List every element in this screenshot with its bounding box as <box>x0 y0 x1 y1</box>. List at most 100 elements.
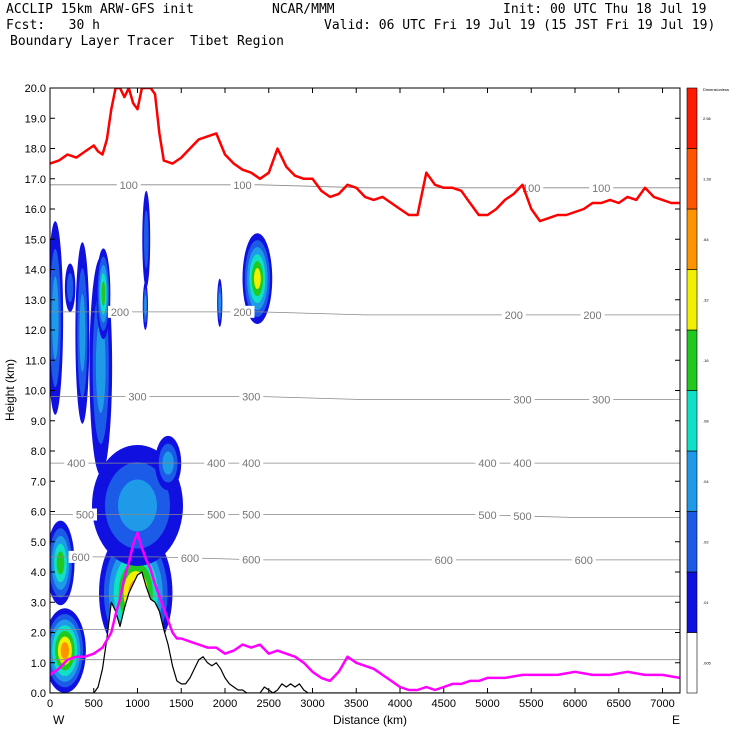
contour-label-bg <box>73 508 97 521</box>
contour-label-100: 100 <box>522 183 540 195</box>
contour-label-600: 600 <box>71 552 89 564</box>
contour-label-bg <box>239 390 264 403</box>
contour-label-bg <box>230 178 255 191</box>
tracer-blob-11-level-2 <box>143 210 149 269</box>
contour-label-400: 400 <box>242 458 260 470</box>
y-tick-label: 13.0 <box>25 295 46 307</box>
x-tick-label: 3000 <box>300 698 324 710</box>
pressure-contour-500 <box>50 514 680 518</box>
diagnostic-lines <box>50 88 680 693</box>
terrain-line <box>50 571 680 693</box>
contour-label-bg <box>589 393 614 406</box>
tracer-blob-3-level-3 <box>118 479 157 532</box>
colorbar-swatch <box>686 208 698 270</box>
tropopause-line <box>50 88 680 223</box>
contour-label-100: 100 <box>120 180 138 192</box>
contour-label-bg <box>475 457 500 470</box>
terrain-fill <box>50 572 680 693</box>
tracer-blob-9-level-3 <box>79 294 86 372</box>
tracer-blob-6-level-5 <box>101 281 106 307</box>
contour-label-bg <box>510 457 535 470</box>
pressure-contour-300 <box>50 396 680 400</box>
colorbar-swatch <box>686 511 698 573</box>
contour-label-bg <box>571 553 596 566</box>
y-tick-label: 8.0 <box>31 446 46 458</box>
y-tick-label: 18.0 <box>25 144 46 156</box>
boundary-layer-line <box>50 531 680 692</box>
colorbar-swatch <box>686 87 698 149</box>
contour-label-bg <box>239 457 264 470</box>
contour-label-200: 200 <box>111 307 129 319</box>
y-tick-label: 7.0 <box>31 476 46 488</box>
contour-label-bg <box>510 393 535 406</box>
colorbar-swatch <box>686 329 698 391</box>
contour-label-bg <box>204 508 229 521</box>
colorbar-swatch <box>686 571 698 633</box>
contour-label-bg <box>589 181 614 194</box>
contour-label-300: 300 <box>592 395 610 407</box>
colorbar-swatch <box>686 269 698 331</box>
x-tick-label: 0 <box>47 698 53 710</box>
colorbar-swatch <box>686 632 698 694</box>
contour-label-200: 200 <box>505 310 523 322</box>
contour-label-bg <box>431 553 456 566</box>
colorbar-label: .32 <box>703 297 709 302</box>
contour-label-200: 200 <box>583 310 601 322</box>
terrain-layer <box>50 572 680 693</box>
contour-label-bg <box>116 178 141 191</box>
header-valid-time: Valid: 06 UTC Fri 19 Jul 19 (15 JST Fri … <box>324 18 716 33</box>
east-end-label: E <box>672 713 680 727</box>
contour-label-500: 500 <box>76 510 94 522</box>
colorbar: .005 .01 .02 .04 .08 .16 .32 .64 1.28 2.56 Dimensi… <box>686 87 729 694</box>
x-tick-label: 4000 <box>388 698 412 710</box>
x-axis-label: Distance (km) <box>333 713 407 727</box>
x-tick-label: 3500 <box>344 698 368 710</box>
tracer-blob-10-level-3 <box>144 295 147 317</box>
contour-label-bg <box>501 308 526 321</box>
colorbar-swatch <box>686 390 698 452</box>
y-axis-label: Height (km) <box>3 359 17 421</box>
colorbar-title: Dimensionless <box>703 87 729 92</box>
x-tick-label: 1000 <box>125 698 149 710</box>
y-tick-label: 4.0 <box>31 567 46 579</box>
pressure-contour-100 <box>50 184 680 189</box>
contour-label-600: 600 <box>575 555 593 567</box>
tracer-blob-0-level-7 <box>60 642 70 660</box>
contour-label-500: 500 <box>478 510 496 522</box>
y-tick-label: 10.0 <box>25 386 46 398</box>
x-tick-label: 6000 <box>563 698 587 710</box>
contour-label-200: 200 <box>233 307 251 319</box>
contour-label-500: 500 <box>207 510 225 522</box>
contour-label-300: 300 <box>513 395 531 407</box>
contour-label-bg <box>230 305 255 318</box>
pressure-contours: 100 100 100 100 200 200 200 200 300 300 300 300 400 4… <box>50 178 680 661</box>
contour-label-bg <box>580 308 605 321</box>
x-tick-label: 5500 <box>519 698 543 710</box>
y-tick-label: 11.0 <box>25 355 46 367</box>
header-forecast-hour: Fcst: 30 h <box>6 18 100 33</box>
contour-label-400: 400 <box>478 458 496 470</box>
y-tick-label: 0.0 <box>31 688 46 700</box>
contour-label-bg <box>108 305 132 318</box>
contour-label-500: 500 <box>242 510 260 522</box>
header-institution: NCAR/MMM <box>272 2 335 17</box>
colorbar-label: .04 <box>703 479 709 484</box>
contour-label-600: 600 <box>181 553 199 565</box>
y-tick-label: 16.0 <box>25 204 46 216</box>
x-tick-label: 5000 <box>475 698 499 710</box>
colorbar-label: .005 <box>703 660 712 665</box>
contour-label-bg <box>510 510 535 523</box>
contour-label-bg <box>68 550 93 563</box>
contour-label-100: 100 <box>592 183 610 195</box>
y-tick-label: 6.0 <box>31 507 46 519</box>
colorbar-label: .02 <box>703 539 709 544</box>
contour-label-500: 500 <box>513 511 531 523</box>
tracer-blob-2-level-5 <box>56 551 65 575</box>
y-tick-label: 12.0 <box>25 325 46 337</box>
tracer-blob-8-level-2 <box>66 273 74 303</box>
tracer-blob-7-level-3 <box>51 276 59 360</box>
contour-label-600: 600 <box>435 555 453 567</box>
header-field-title: Boundary Layer Tracer Tibet Region <box>10 34 284 49</box>
y-tick-label: 9.0 <box>31 416 46 428</box>
